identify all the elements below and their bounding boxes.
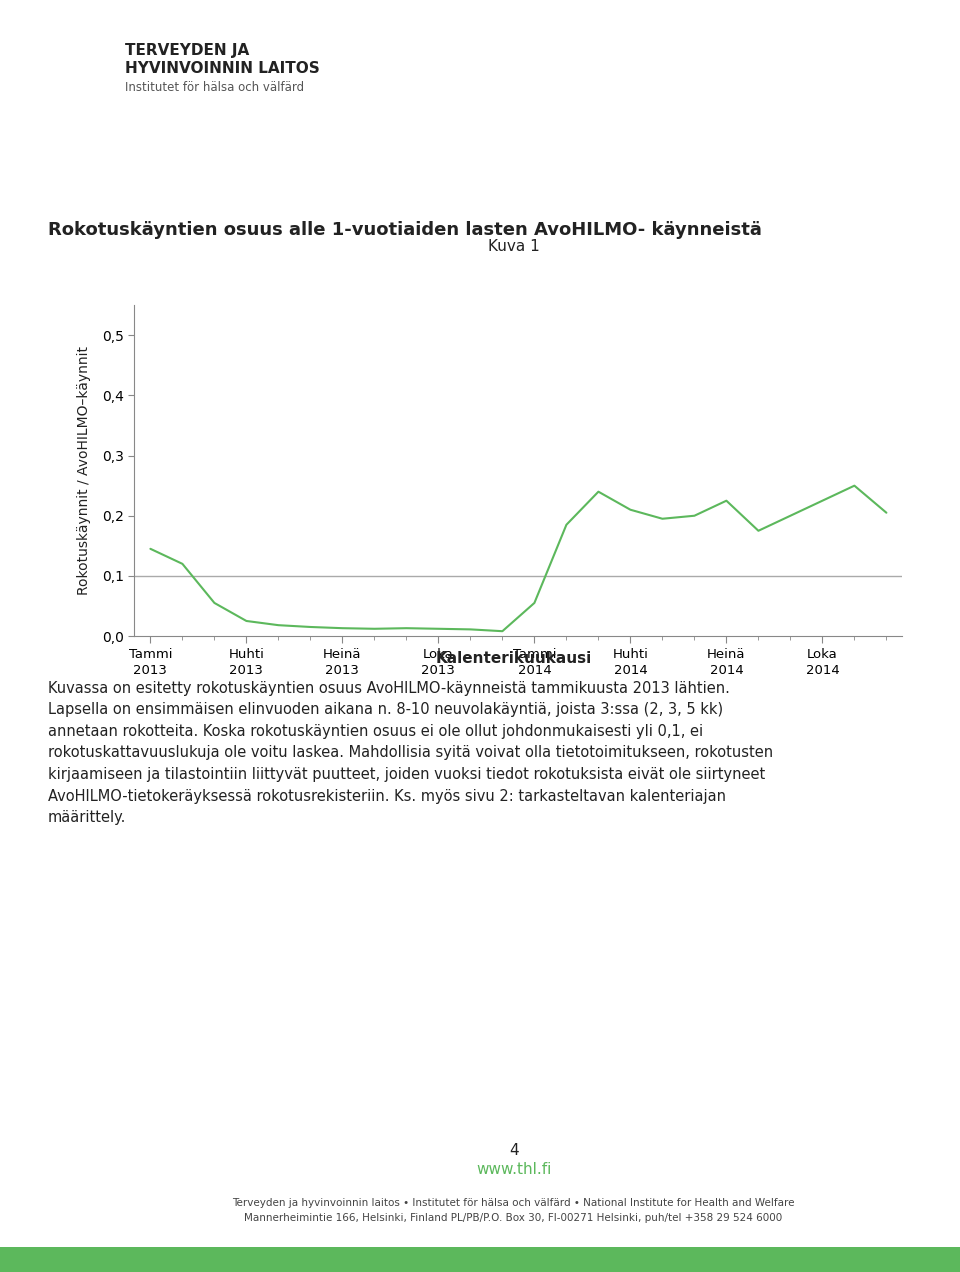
Text: Rokotuskäyntien osuus alle 1-vuotiaiden lasten AvoHILMO- käynneistä: Rokotuskäyntien osuus alle 1-vuotiaiden … (48, 221, 762, 239)
Text: Kalenterikuukausi: Kalenterikuukausi (436, 651, 591, 667)
Text: Institutet för hälsa och välfärd: Institutet för hälsa och välfärd (125, 81, 304, 94)
Text: Kuvassa on esitetty rokotuskäyntien osuus AvoHILMO-käynneistä tammikuusta 2013 l: Kuvassa on esitetty rokotuskäyntien osuu… (48, 681, 773, 826)
Text: TERVEYDEN JA: TERVEYDEN JA (125, 43, 249, 59)
Text: Kuva 1: Kuva 1 (488, 239, 540, 254)
Text: HYVINVOINNIN LAITOS: HYVINVOINNIN LAITOS (125, 61, 320, 76)
Text: www.thl.fi: www.thl.fi (476, 1161, 551, 1177)
Text: Terveyden ja hyvinvoinnin laitos • Institutet för hälsa och välfärd • National I: Terveyden ja hyvinvoinnin laitos • Insti… (232, 1198, 795, 1208)
Text: 4: 4 (509, 1142, 518, 1158)
Text: Mannerheimintie 166, Helsinki, Finland PL/PB/P.O. Box 30, FI-00271 Helsinki, puh: Mannerheimintie 166, Helsinki, Finland P… (245, 1213, 782, 1224)
Y-axis label: Rokotuskäynnit / AvoHILMO–käynnit: Rokotuskäynnit / AvoHILMO–käynnit (77, 346, 91, 595)
